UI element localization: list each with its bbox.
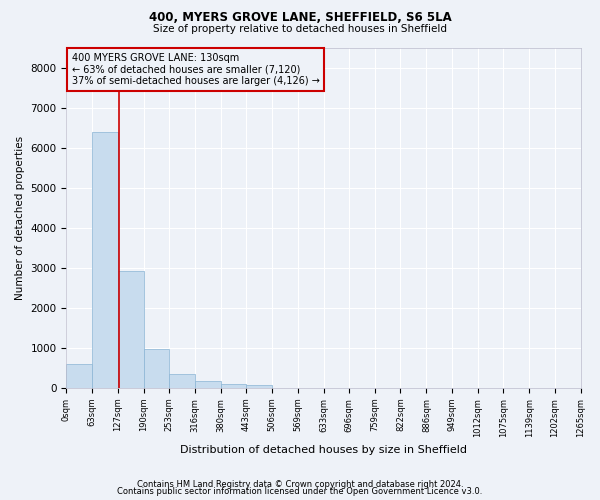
Bar — [169, 374, 195, 388]
Text: 400 MYERS GROVE LANE: 130sqm
← 63% of detached houses are smaller (7,120)
37% of: 400 MYERS GROVE LANE: 130sqm ← 63% of de… — [71, 52, 319, 86]
Text: Contains HM Land Registry data © Crown copyright and database right 2024.: Contains HM Land Registry data © Crown c… — [137, 480, 463, 489]
X-axis label: Distribution of detached houses by size in Sheffield: Distribution of detached houses by size … — [180, 445, 467, 455]
Bar — [247, 385, 272, 388]
Bar — [92, 132, 118, 388]
Y-axis label: Number of detached properties: Number of detached properties — [15, 136, 25, 300]
Text: 400, MYERS GROVE LANE, SHEFFIELD, S6 5LA: 400, MYERS GROVE LANE, SHEFFIELD, S6 5LA — [149, 11, 451, 24]
Bar — [118, 270, 143, 388]
Bar — [143, 349, 169, 388]
Text: Contains public sector information licensed under the Open Government Licence v3: Contains public sector information licen… — [118, 488, 482, 496]
Text: Size of property relative to detached houses in Sheffield: Size of property relative to detached ho… — [153, 24, 447, 34]
Bar — [221, 384, 247, 388]
Bar — [67, 364, 92, 388]
Bar — [195, 382, 221, 388]
